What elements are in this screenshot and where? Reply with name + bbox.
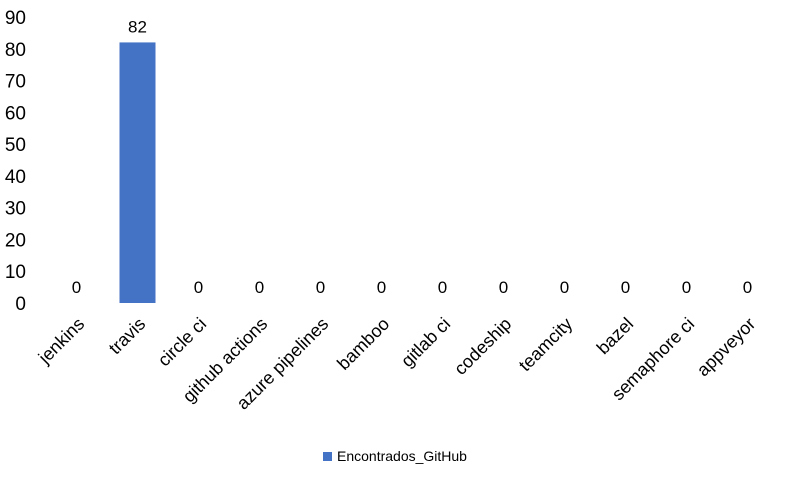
data-label: 0: [743, 278, 752, 297]
legend: Encontrados_GitHub: [323, 448, 467, 464]
x-category-label: codeship: [450, 314, 515, 379]
data-label: 0: [377, 278, 386, 297]
y-tick-label: 0: [15, 294, 26, 315]
data-label: 0: [499, 278, 508, 297]
data-label: 0: [72, 278, 81, 297]
y-tick-label: 40: [5, 167, 26, 188]
data-label: 82: [128, 17, 147, 36]
data-label: 0: [560, 278, 569, 297]
x-category-label: bazel: [593, 314, 638, 359]
data-label: 0: [621, 278, 630, 297]
y-axis-tick-labels: 0 10 20 30 40 50 60 70 80 90: [5, 8, 26, 315]
x-category-label: travis: [105, 314, 150, 359]
y-tick-label: 20: [5, 230, 26, 251]
x-category-label: teamcity: [515, 314, 577, 376]
y-tick-label: 10: [5, 262, 26, 283]
bar-series: [119, 42, 156, 304]
x-category-label: gitlab ci: [397, 314, 454, 371]
x-category-label: bamboo: [333, 314, 393, 374]
y-tick-label: 30: [5, 199, 26, 220]
legend-label: Encontrados_GitHub: [337, 448, 467, 464]
data-label: 0: [682, 278, 691, 297]
legend-swatch: [323, 452, 332, 461]
x-category-label: appveyor: [693, 314, 760, 381]
data-label: 0: [194, 278, 203, 297]
x-category-label: circle ci: [154, 314, 211, 371]
data-label: 0: [316, 278, 325, 297]
bar-travis: [119, 42, 156, 304]
data-label: 0: [255, 278, 264, 297]
y-tick-label: 90: [5, 8, 26, 29]
y-tick-label: 50: [5, 135, 26, 156]
y-tick-label: 80: [5, 40, 26, 61]
y-tick-label: 60: [5, 103, 26, 124]
x-category-label: jenkins: [34, 314, 88, 368]
data-label: 0: [438, 278, 447, 297]
data-labels: 0 82 0 0 0 0 0 0 0 0 0 0: [72, 17, 752, 297]
y-tick-label: 70: [5, 72, 26, 93]
